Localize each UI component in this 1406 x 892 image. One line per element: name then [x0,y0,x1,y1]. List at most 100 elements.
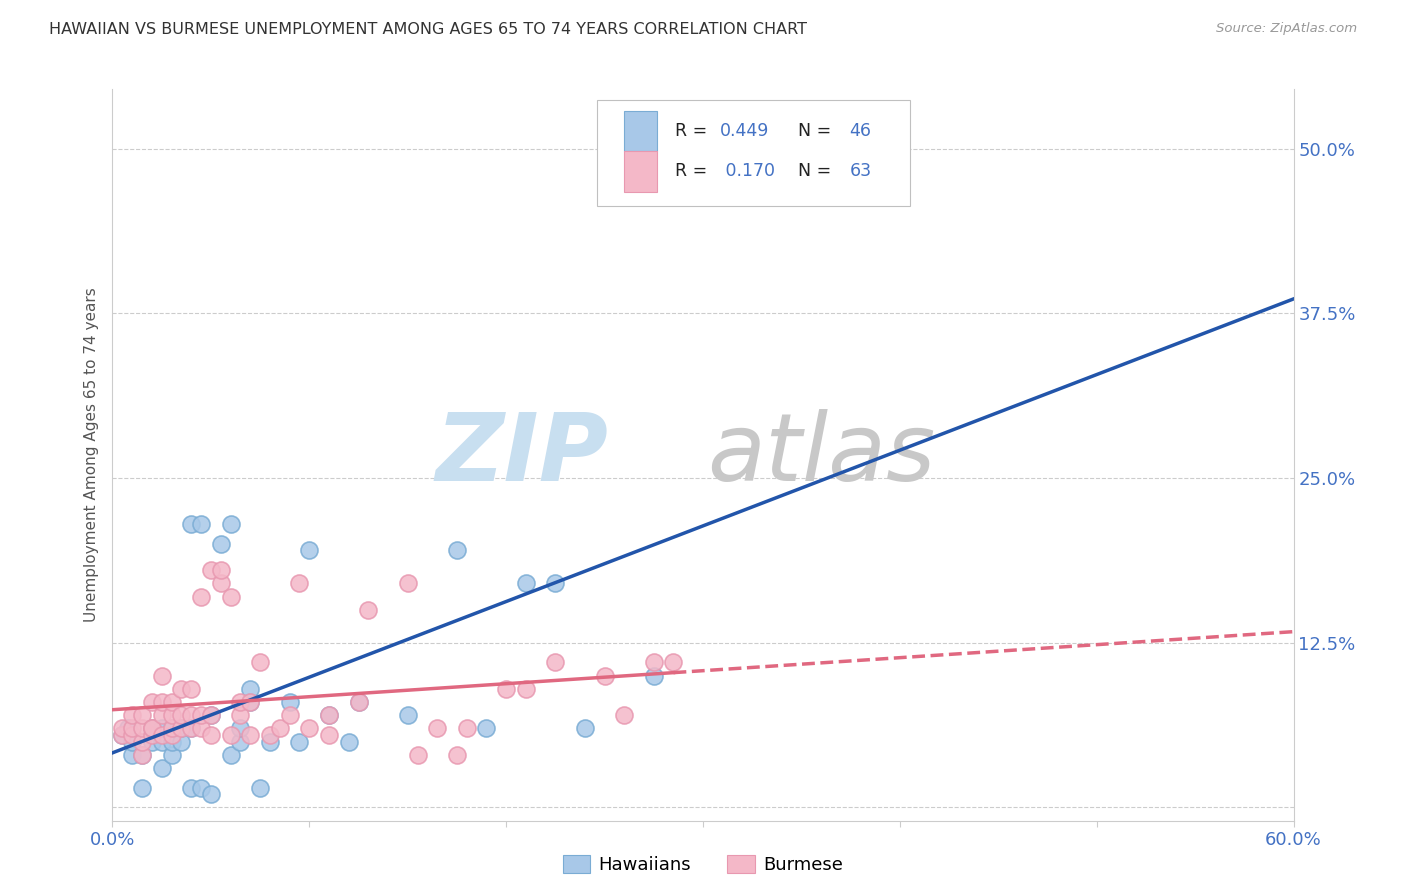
Point [229,695,252,709]
Point [170,722,193,736]
Point [111,728,134,742]
Point [170,708,193,723]
Point [160,722,183,736]
Point [131,747,153,762]
Bar [624,112,657,152]
Point [357,603,380,617]
Point [249,656,271,670]
Point [150,761,173,775]
Point [229,734,252,748]
Point [219,590,242,604]
Point [180,780,202,795]
Point [219,728,242,742]
Point [190,590,212,604]
Point [544,576,567,591]
Point [131,722,153,736]
Point [593,668,616,682]
Y-axis label: Unemployment Among Ages 65 to 74 years: Unemployment Among Ages 65 to 74 years [84,287,100,623]
Point [259,734,281,748]
Point [298,722,321,736]
Point [200,728,222,742]
Point [456,722,478,736]
Point [662,174,685,188]
Point [150,695,173,709]
Point [190,780,212,795]
Legend: Hawaiians, Burmese: Hawaiians, Burmese [555,847,851,881]
Text: Source: ZipAtlas.com: Source: ZipAtlas.com [1216,22,1357,36]
Point [406,747,429,762]
Text: N =: N = [787,122,837,140]
Point [200,787,222,801]
Point [131,708,153,723]
Point [613,708,636,723]
Point [141,722,163,736]
Point [318,708,340,723]
Point [190,708,212,723]
Text: 46: 46 [849,122,872,140]
Text: R =: R = [675,162,713,180]
Point [160,722,183,736]
Point [141,722,163,736]
Point [150,734,173,748]
Point [121,722,143,736]
Bar [624,152,657,192]
Point [180,517,202,532]
Point [160,708,183,723]
Point [150,722,173,736]
Point [131,780,153,795]
Point [219,747,242,762]
Point [209,576,232,591]
Point [160,734,183,748]
Text: 0.449: 0.449 [720,122,769,140]
Point [121,728,143,742]
Point [446,747,468,762]
Point [495,681,517,696]
Point [544,656,567,670]
Text: 0.170: 0.170 [720,162,775,180]
Point [209,563,232,577]
Text: ZIP: ZIP [436,409,609,501]
Point [170,722,193,736]
Point [121,708,143,723]
Point [426,722,449,736]
Point [239,695,262,709]
Point [515,681,537,696]
Point [121,734,143,748]
Point [643,668,665,682]
Point [318,728,340,742]
Point [446,543,468,558]
Point [170,734,193,748]
Point [475,722,498,736]
Point [180,722,202,736]
Point [190,517,212,532]
Point [200,563,222,577]
Point [200,708,222,723]
Point [180,708,202,723]
Text: N =: N = [787,162,837,180]
Point [200,708,222,723]
Point [318,708,340,723]
Point [160,728,183,742]
Point [396,708,419,723]
Point [278,695,301,709]
Point [111,722,134,736]
Text: 63: 63 [849,162,872,180]
Point [515,576,537,591]
Point [662,656,685,670]
Point [337,734,360,748]
Point [396,576,419,591]
Point [141,728,163,742]
Point [117,722,139,736]
Point [111,728,134,742]
Point [141,722,163,736]
Point [150,728,173,742]
Point [160,747,183,762]
Point [131,747,153,762]
Point [347,695,370,709]
Text: R =: R = [675,122,713,140]
Point [298,543,321,558]
Text: HAWAIIAN VS BURMESE UNEMPLOYMENT AMONG AGES 65 TO 74 YEARS CORRELATION CHART: HAWAIIAN VS BURMESE UNEMPLOYMENT AMONG A… [49,22,807,37]
Point [170,681,193,696]
Point [347,695,370,709]
Point [209,537,232,551]
